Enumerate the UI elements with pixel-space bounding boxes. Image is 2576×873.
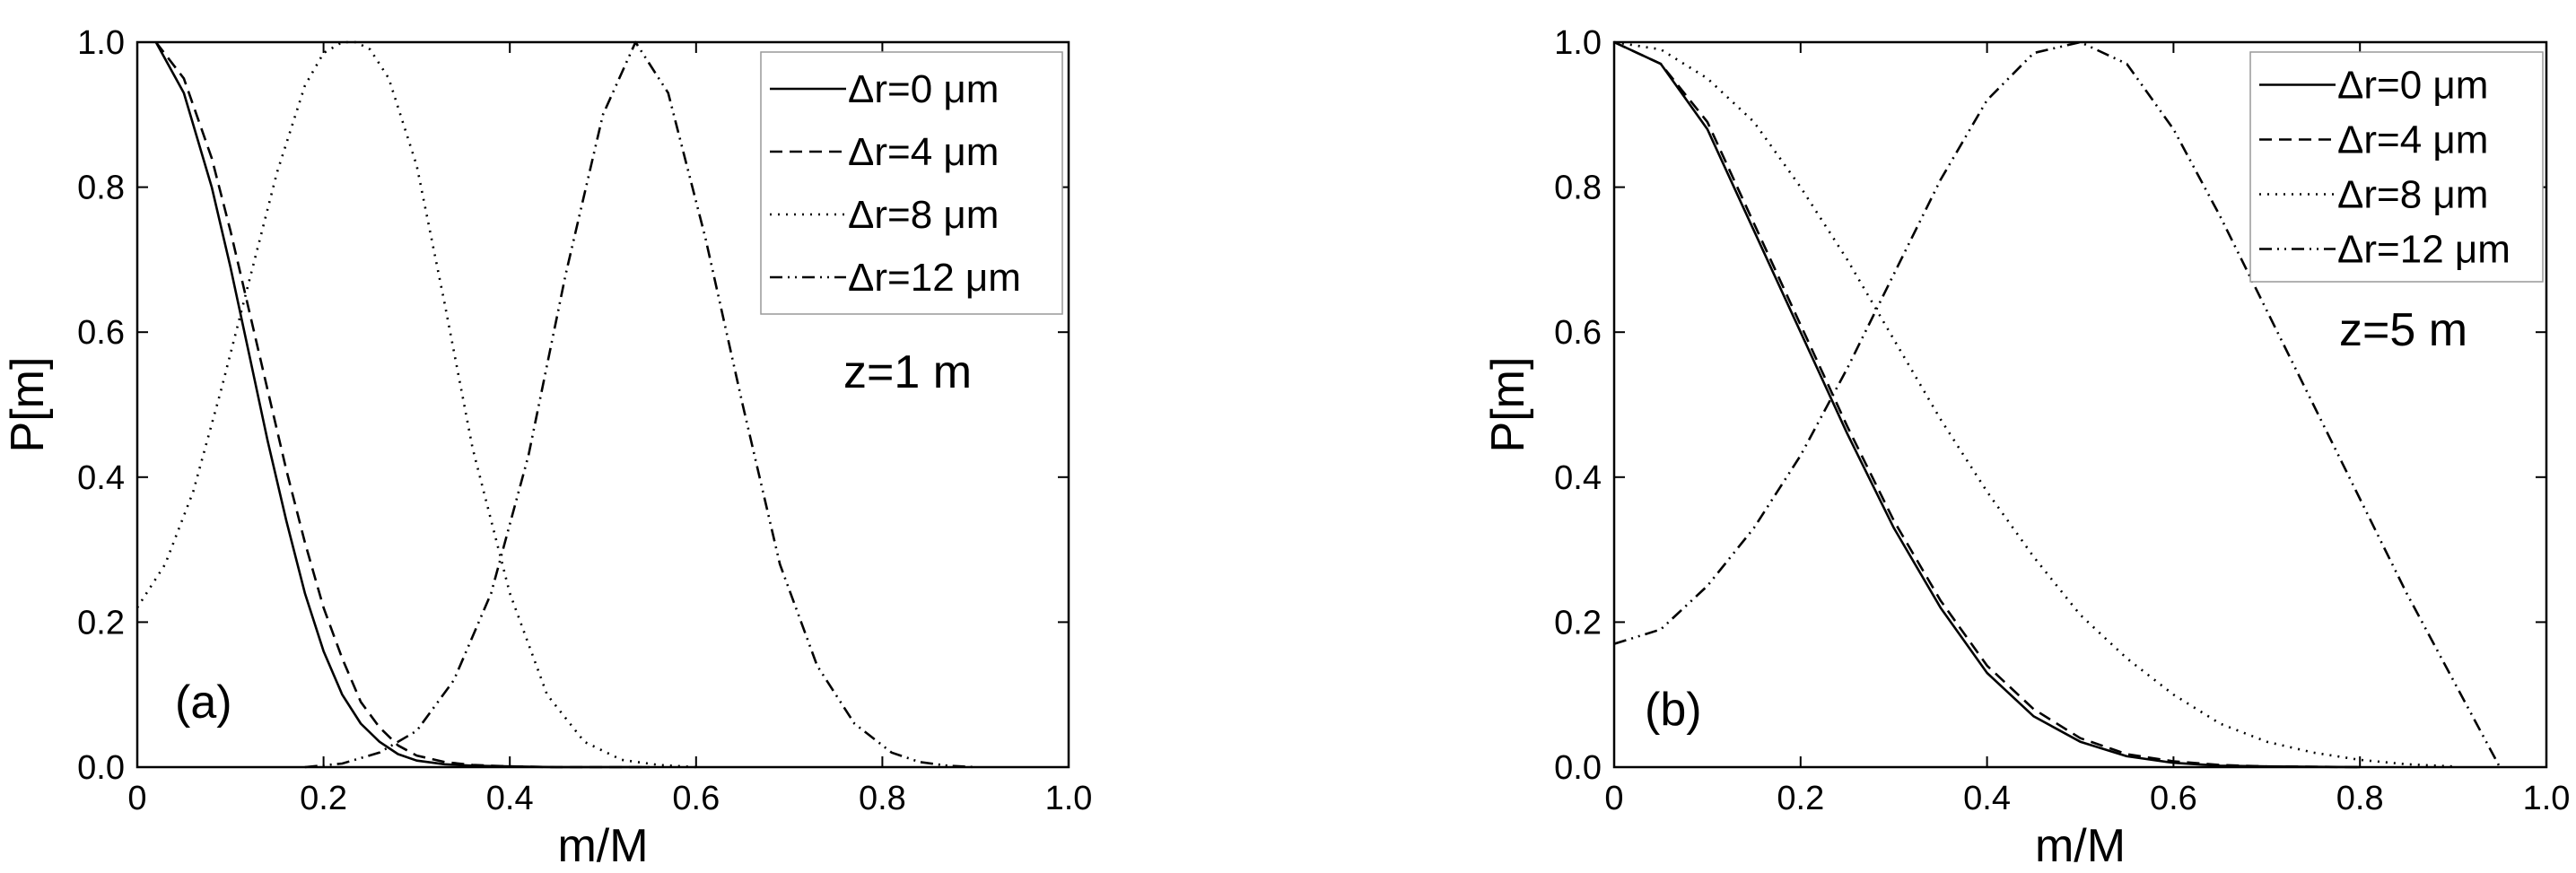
x-tick-label: 1.0 [1045,780,1093,817]
x-tick-label: 0.8 [859,780,906,817]
x-tick-label: 0.2 [300,780,347,817]
series-line-3 [304,40,976,769]
y-tick-label: 1.0 [77,24,125,62]
annotation-text: z=5 m [2339,304,2467,356]
annotation-text: z=1 m [843,346,972,398]
y-tick-label: 0.2 [77,604,125,642]
series-line-2 [137,40,696,769]
y-tick-label: 0.8 [77,170,125,207]
y-tick-label: 0.4 [77,459,125,497]
x-tick-label: 0.2 [1777,780,1824,817]
y-tick-label: 0.6 [1554,314,1602,352]
y-axis-label: P[m] [2,357,54,453]
series-line-0 [154,41,650,769]
series-line-1 [154,41,650,769]
y-tick-label: 0.0 [1554,749,1602,787]
x-tick-label: 0.4 [1963,780,2011,817]
y-tick-label: 0.8 [1554,170,1602,207]
x-tick-label: 0.4 [486,780,534,817]
panel-label: (a) [175,677,232,729]
x-tick-label: 1.0 [2523,780,2571,817]
y-axis-label: P[m] [1482,357,1534,453]
chart-panel-a: 0 0.2 0.4 0.6 0.8 1.0 0.0 0.2 0.4 0.6 0.8 1.0 Δr=0 μ… [2,24,1092,872]
series-line-1 [1614,40,2361,769]
legend-label-3: Δr=12 μm [2337,228,2511,272]
x-axis-label: m/M [557,820,648,872]
x-tick-label: 0.8 [2336,780,2384,817]
legend-label-0: Δr=0 μm [2337,64,2488,108]
legend-box [2249,51,2544,283]
series-line-0 [1614,40,2361,769]
plot-frame [135,40,1070,769]
legend-label-1: Δr=4 μm [2337,118,2488,162]
plot-frame [1612,40,2548,769]
x-tick-label: 0.6 [2150,780,2197,817]
chart-panel-b: 0 0.2 0.4 0.6 0.8 1.0 0.0 0.2 0.4 0.6 0.8 1.0 Δr=0 μ… [1482,24,2570,872]
y-tick-label: 1.0 [1554,24,1602,62]
x-axis-label: m/M [2035,820,2126,872]
y-tick-label: 0.6 [77,314,125,352]
legend-label-3: Δr=12 μm [848,256,1021,300]
y-tick-label: 0.4 [1554,459,1602,497]
legend-label-2: Δr=8 μm [848,193,999,237]
series-line-3 [1614,40,2502,768]
x-tick-label: 0.6 [672,780,720,817]
panel-label: (b) [1645,684,1702,736]
legend-label-1: Δr=4 μm [848,130,999,174]
x-tick-label: 0 [127,780,146,817]
y-tick-label: 0.0 [77,749,125,787]
legend-label-0: Δr=0 μm [848,67,999,111]
x-tick-label: 0 [1604,780,1623,817]
legend-box [760,51,1063,315]
y-tick-label: 0.2 [1554,604,1602,642]
legend-label-2: Δr=8 μm [2337,173,2488,217]
